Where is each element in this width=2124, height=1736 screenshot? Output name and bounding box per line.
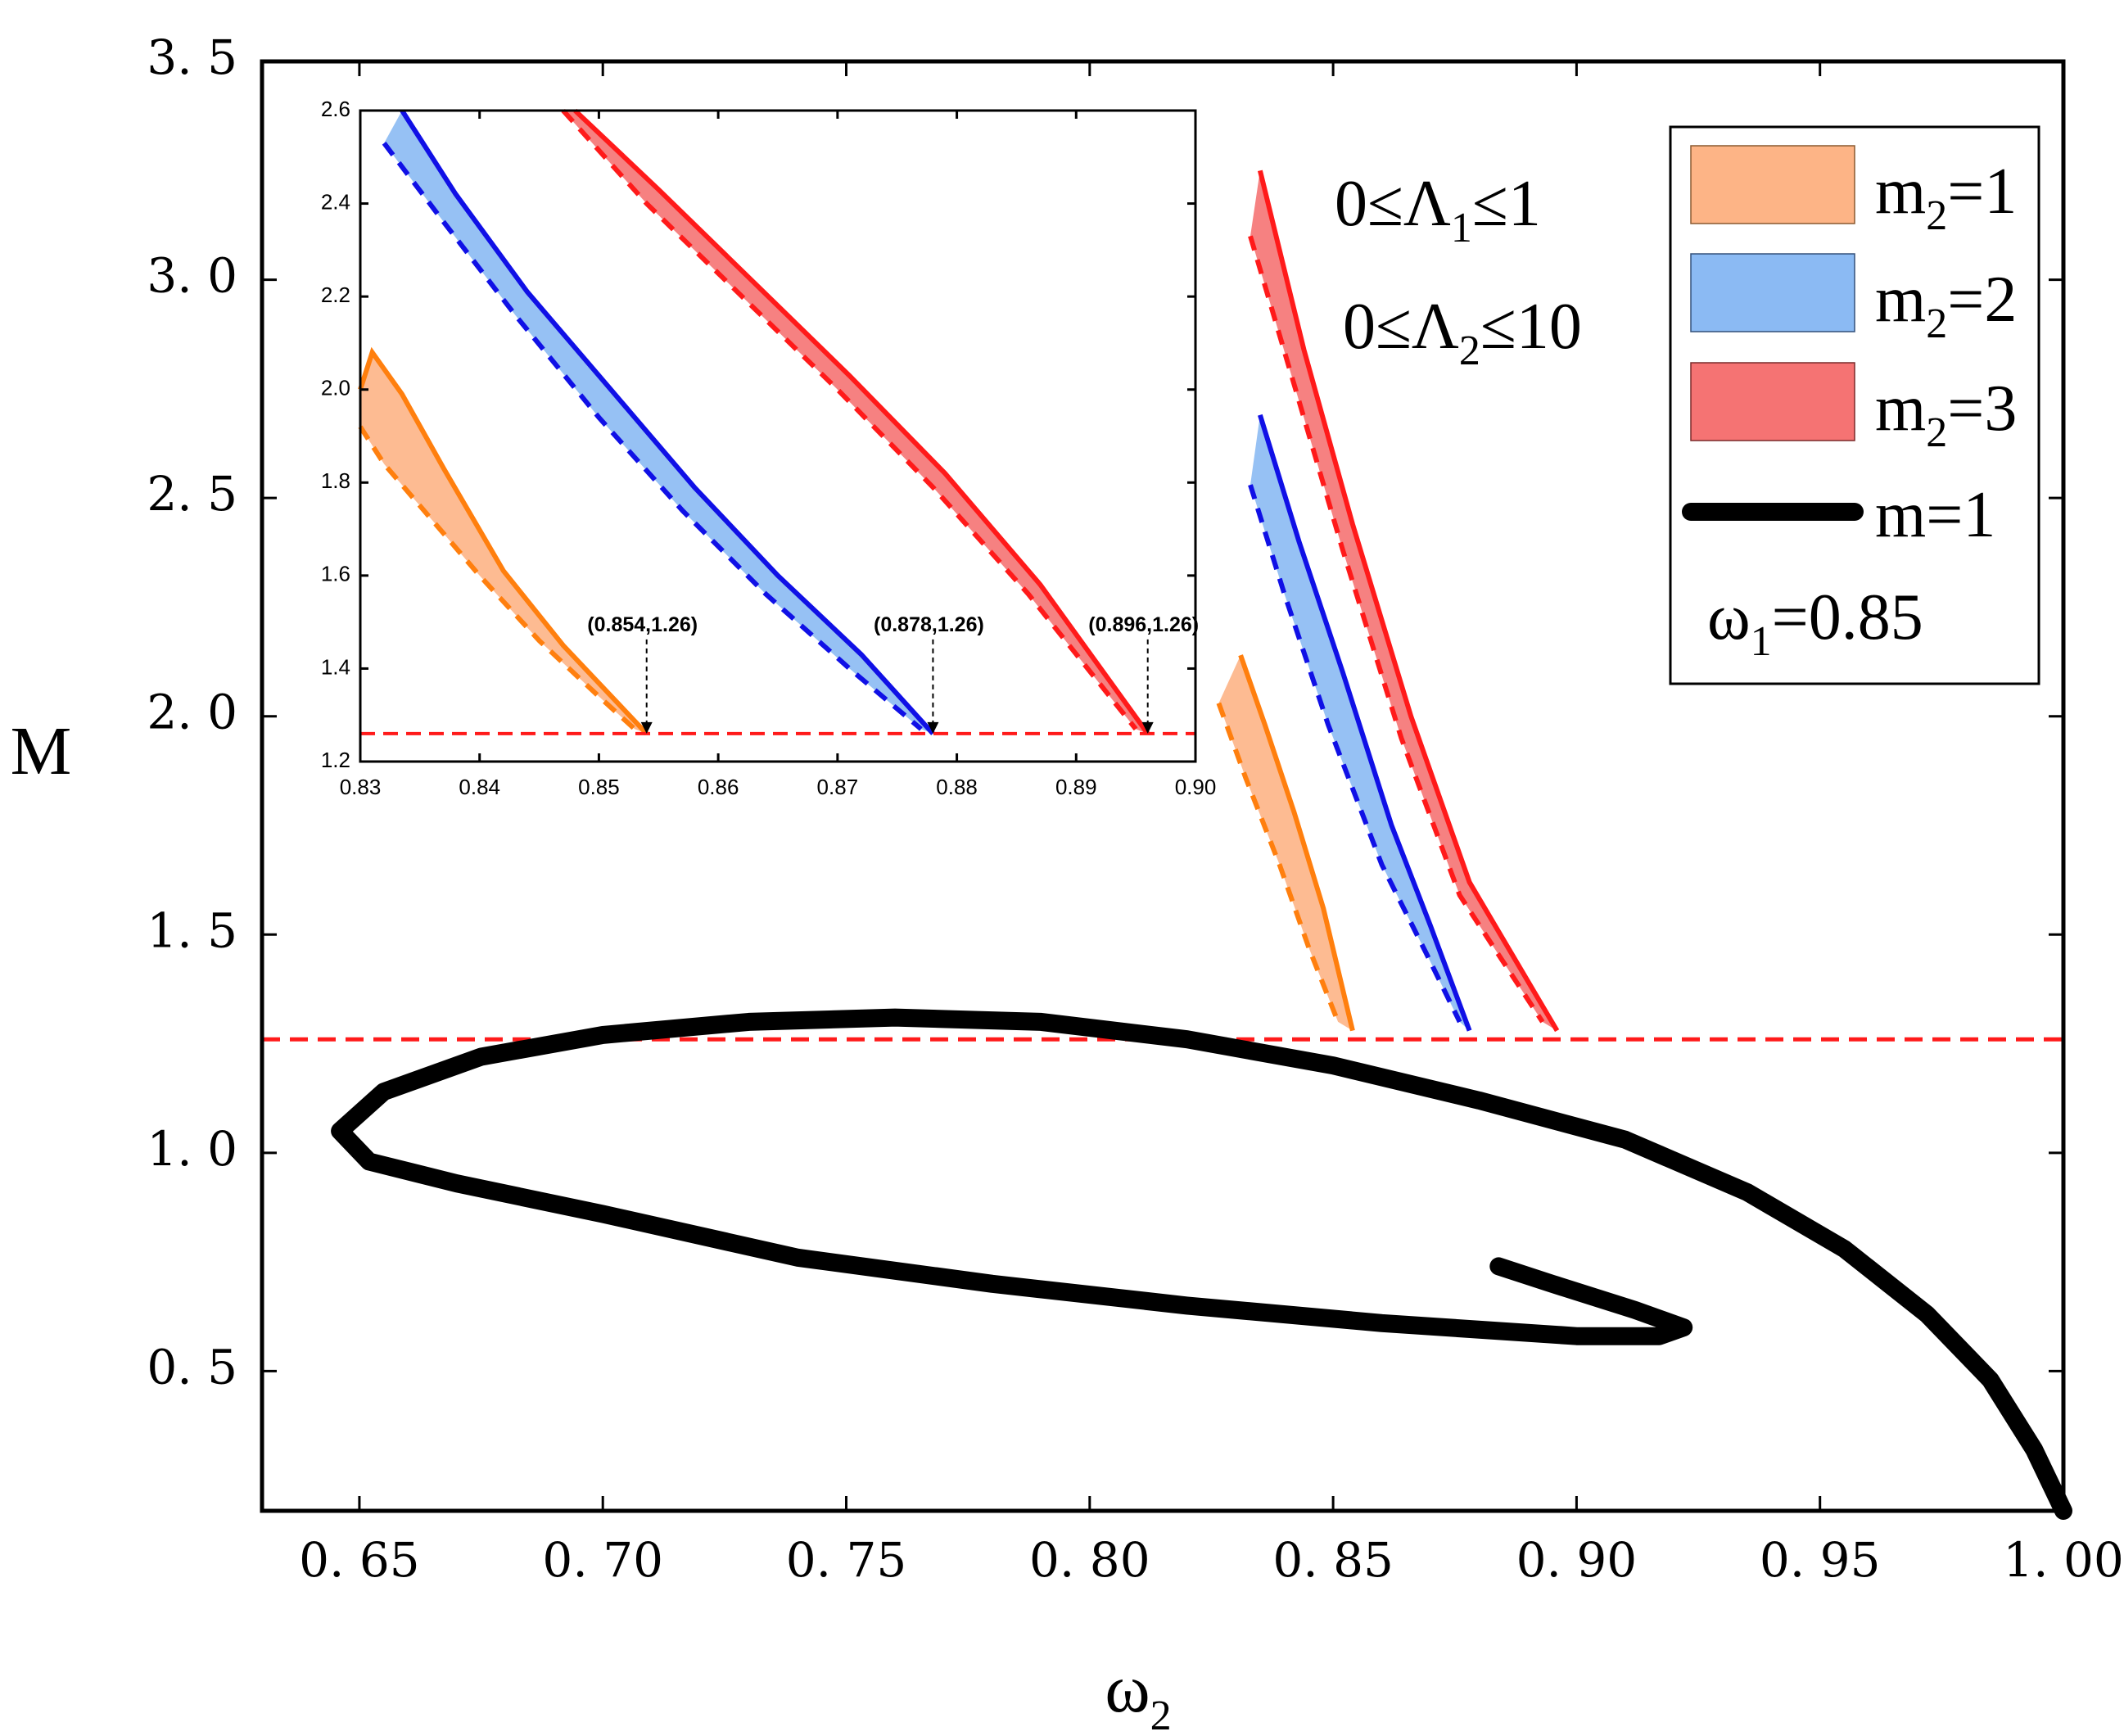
main-y-tick-label: 3. 0: [147, 248, 237, 304]
inset-bands: [358, 108, 1150, 735]
inset-x-tick-label: 0.87: [817, 775, 859, 799]
lambda2-annotation: 0≤Λ2≤10: [1343, 291, 1582, 374]
legend: m2=1 m2=2 m2=3 m=1 ω1=0.85: [1669, 125, 2040, 685]
main-plot: 0. 65 0. 70 0. 75 0. 80 0. 85 0. 90 0. 95 1. 00…: [11, 29, 2124, 1736]
inset-y-tick-label: 1.2: [321, 748, 350, 772]
inset-x-tick-label: 0.85: [578, 775, 620, 799]
main-x-tick-label: 0. 95: [1760, 1532, 1881, 1588]
inset-background: [360, 111, 1195, 762]
main-bands: [1216, 170, 1560, 1033]
inset-y-ticks: 1.2 1.4 1.6 1.8 2.0 2.2 2.4 2.6: [321, 97, 1195, 772]
inset-frame: [359, 109, 1197, 763]
main-band-upper-m2-3: [1257, 170, 1560, 1033]
main-band-fill-m2-2: [1250, 414, 1470, 1031]
inset-x-tick-label: 0.83: [340, 775, 382, 799]
legend-label-m1: m=1: [1875, 479, 1995, 551]
main-x-tick-label: 0. 80: [1029, 1532, 1150, 1588]
main-y-ticks: 0. 5 1. 0 1. 5 2. 0 2. 5 3. 0 3. 5: [147, 29, 2063, 1395]
inset-y-tick-label: 2.0: [321, 376, 350, 400]
inset-x-tick-label: 0.88: [936, 775, 978, 799]
main-x-tick-label: 0. 75: [786, 1532, 907, 1588]
main-band-upper-m2-1: [1238, 654, 1355, 1032]
inset-plot: (0.854,1.26) (0.878,1.26) (0.896,1.26) 0.8…: [321, 97, 1216, 799]
m1-curve: [331, 1008, 2072, 1520]
main-y-tick-label: 1. 0: [147, 1121, 237, 1177]
main-frame: [260, 59, 2066, 1513]
inset-point-label: (0.878,1.26): [874, 613, 984, 636]
inset-band-upper-m2-3: [573, 108, 1150, 735]
main-x-tick-label: 0. 70: [542, 1532, 663, 1588]
main-x-tick-label: 1. 00: [2003, 1532, 2124, 1588]
inset-x-tick-label: 0.90: [1175, 775, 1217, 799]
main-band-lower-m2-3: [1248, 235, 1545, 1024]
inset-y-tick-label: 1.4: [321, 654, 350, 679]
main-y-tick-label: 2. 5: [147, 466, 237, 522]
inset-band-fill-m2-2: [384, 111, 933, 734]
inset-pointer-arrow: [1141, 721, 1154, 734]
inset-x-tick-label: 0.89: [1055, 775, 1097, 799]
main-x-tick-label: 0. 90: [1516, 1532, 1638, 1588]
legend-label-m2-3: m2=3: [1875, 373, 2017, 456]
inset-y-tick-label: 2.6: [321, 97, 350, 121]
legend-omega1: ω1=0.85: [1707, 581, 1923, 665]
main-x-ticks: 0. 65 0. 70 0. 75 0. 80 0. 85 0. 90 0. 95 1. 00: [299, 61, 2124, 1588]
main-x-tick-label: 0. 65: [299, 1532, 420, 1588]
legend-label-m2-2: m2=2: [1875, 264, 2017, 347]
inset-y-tick-label: 1.8: [321, 468, 350, 493]
inset-point-label: (0.896,1.26): [1088, 613, 1199, 636]
inset-x-tick-label: 0.86: [698, 775, 739, 799]
legend-swatch-m2-3: [1690, 362, 1855, 441]
main-y-tick-label: 3. 5: [147, 29, 237, 85]
x-axis-title: ω2: [1105, 1651, 1171, 1736]
main-band-lower-m2-2: [1248, 484, 1462, 1024]
inset-pointer-arrow: [640, 721, 653, 734]
main-band-fill-m2-1: [1218, 655, 1353, 1031]
lambda1-annotation: 0≤Λ1≤1: [1335, 168, 1541, 251]
inset-y-tick-label: 2.4: [321, 189, 350, 214]
inset-y-tick-label: 2.2: [321, 283, 350, 307]
y-axis-title: M: [11, 713, 72, 789]
legend-swatch-m2-1: [1690, 145, 1855, 224]
inset-x-ticks: 0.83 0.84 0.85 0.86 0.87 0.88 0.89 0.90: [340, 111, 1217, 799]
inset-band-lower-m2-3: [561, 108, 1138, 731]
main-y-tick-label: 0. 5: [147, 1339, 237, 1395]
legend-swatch-m2-2: [1690, 253, 1855, 332]
main-band-lower-m2-1: [1216, 702, 1340, 1023]
inset-band-upper-m2-1: [358, 346, 648, 735]
main-y-tick-label: 2. 0: [147, 685, 237, 740]
legend-label-m2-1: m2=1: [1875, 156, 2017, 239]
inset-x-tick-label: 0.84: [459, 775, 500, 799]
main-x-tick-label: 0. 85: [1272, 1532, 1394, 1588]
inset-band-upper-m2-2: [400, 109, 935, 735]
inset-pointer-arrow: [927, 721, 939, 734]
inset-y-tick-label: 1.6: [321, 562, 350, 586]
main-y-tick-label: 1. 5: [147, 902, 237, 958]
main-band-upper-m2-2: [1258, 414, 1472, 1032]
inset-point-labels: (0.854,1.26) (0.878,1.26) (0.896,1.26): [587, 613, 1199, 734]
inset-point-label: (0.854,1.26): [587, 613, 698, 636]
